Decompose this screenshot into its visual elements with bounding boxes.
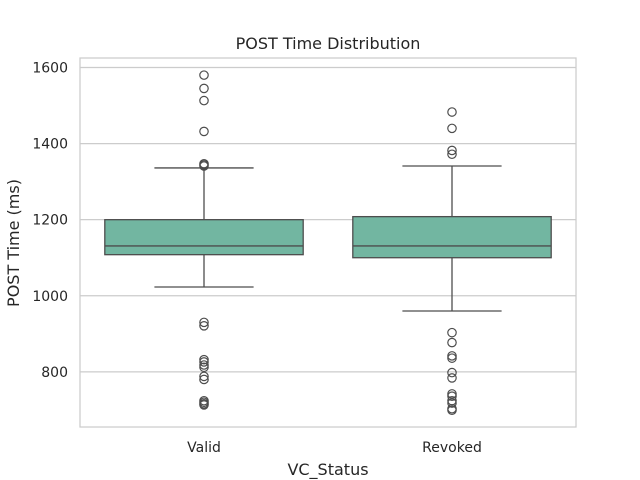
- x-tick-label: Revoked: [422, 440, 482, 456]
- outlier-point: [447, 373, 457, 383]
- outlier-point: [447, 353, 457, 363]
- y-axis-label: POST Time (ms): [4, 179, 23, 307]
- outlier-point: [447, 327, 457, 338]
- outlier-point: [199, 126, 209, 137]
- y-tick-label: 1600: [32, 61, 68, 77]
- y-tick-label: 800: [41, 365, 68, 381]
- box-layer: [104, 70, 552, 416]
- outlier-point: [447, 367, 457, 378]
- outlier-point: [447, 149, 457, 160]
- outlier-point: [447, 123, 457, 134]
- x-axis-label: VC_Status: [287, 460, 368, 480]
- y-tick-label: 1000: [32, 289, 68, 305]
- x-tick-label: Valid: [187, 440, 221, 456]
- outlier-point: [199, 161, 209, 171]
- outlier-point: [199, 95, 209, 106]
- outlier-point: [447, 145, 457, 156]
- y-tick-label: 1200: [32, 213, 68, 229]
- outlier-point: [199, 357, 209, 367]
- outlier-point: [447, 337, 457, 348]
- y-tick-labels: 800 1000 1200 1400 1600: [32, 61, 68, 381]
- box-group-revoked: [352, 107, 552, 416]
- outlier-point: [447, 107, 457, 117]
- outlier-point: [199, 317, 209, 328]
- outlier-point: [447, 391, 457, 401]
- outlier-point: [447, 405, 457, 416]
- box-group-valid: [104, 70, 304, 410]
- outlier-point: [199, 371, 209, 382]
- x-tick-labels: Valid Revoked: [187, 440, 482, 456]
- plot-frame: [79, 57, 577, 428]
- outlier-point: [199, 362, 209, 373]
- y-tick-label: 1400: [32, 137, 68, 153]
- chart-title: POST Time Distribution: [236, 34, 421, 53]
- box-iqr: [104, 219, 304, 256]
- outlier-point: [199, 400, 209, 410]
- outlier-point: [199, 83, 209, 94]
- outlier-point: [447, 398, 457, 408]
- outlier-point: [199, 321, 209, 331]
- outlier-point: [199, 70, 209, 80]
- outlier-point: [199, 374, 209, 385]
- box-iqr: [352, 215, 552, 259]
